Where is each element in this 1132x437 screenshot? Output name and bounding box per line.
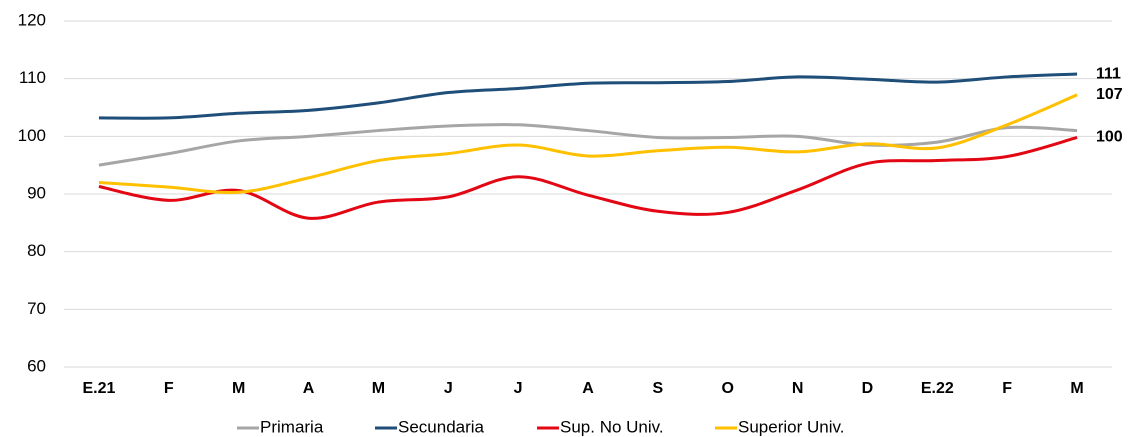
- y-tick-label: 80: [27, 241, 46, 260]
- series-line: [98, 93, 1078, 195]
- y-tick-label: 120: [18, 10, 46, 29]
- x-tick-label: J: [514, 380, 523, 397]
- series-line: [98, 136, 1078, 220]
- legend-label: Superior Univ.: [738, 417, 844, 436]
- end-label: 100: [1096, 129, 1123, 146]
- x-tick-label: D: [862, 380, 874, 397]
- x-tick-label: F: [1002, 380, 1012, 397]
- x-tick-label: E.22: [921, 380, 954, 397]
- end-label: 107: [1096, 86, 1123, 103]
- x-tick-label: M: [1070, 380, 1083, 397]
- y-tick-label: 70: [27, 299, 46, 318]
- legend-label: Sup. No Univ.: [560, 417, 664, 436]
- x-tick-label: O: [722, 380, 734, 397]
- x-tick-label: A: [303, 380, 315, 397]
- y-tick-label: 100: [18, 126, 46, 145]
- x-tick-label: M: [232, 380, 245, 397]
- y-tick-label: 60: [27, 356, 46, 375]
- x-tick-label: J: [444, 380, 453, 397]
- legend-label: Secundaria: [398, 417, 485, 436]
- y-tick-label: 90: [27, 183, 46, 202]
- series-line: [98, 123, 1078, 167]
- x-tick-label: N: [792, 380, 804, 397]
- x-tick-label: S: [653, 380, 664, 397]
- y-tick-label: 110: [19, 68, 46, 87]
- end-label: 111: [1096, 65, 1121, 82]
- x-tick-label: F: [164, 380, 174, 397]
- x-tick-label: M: [372, 380, 385, 397]
- x-tick-label: A: [582, 380, 594, 397]
- legend-label: Primaria: [260, 417, 324, 436]
- x-tick-label: E.21: [82, 380, 115, 397]
- series-line: [98, 72, 1078, 120]
